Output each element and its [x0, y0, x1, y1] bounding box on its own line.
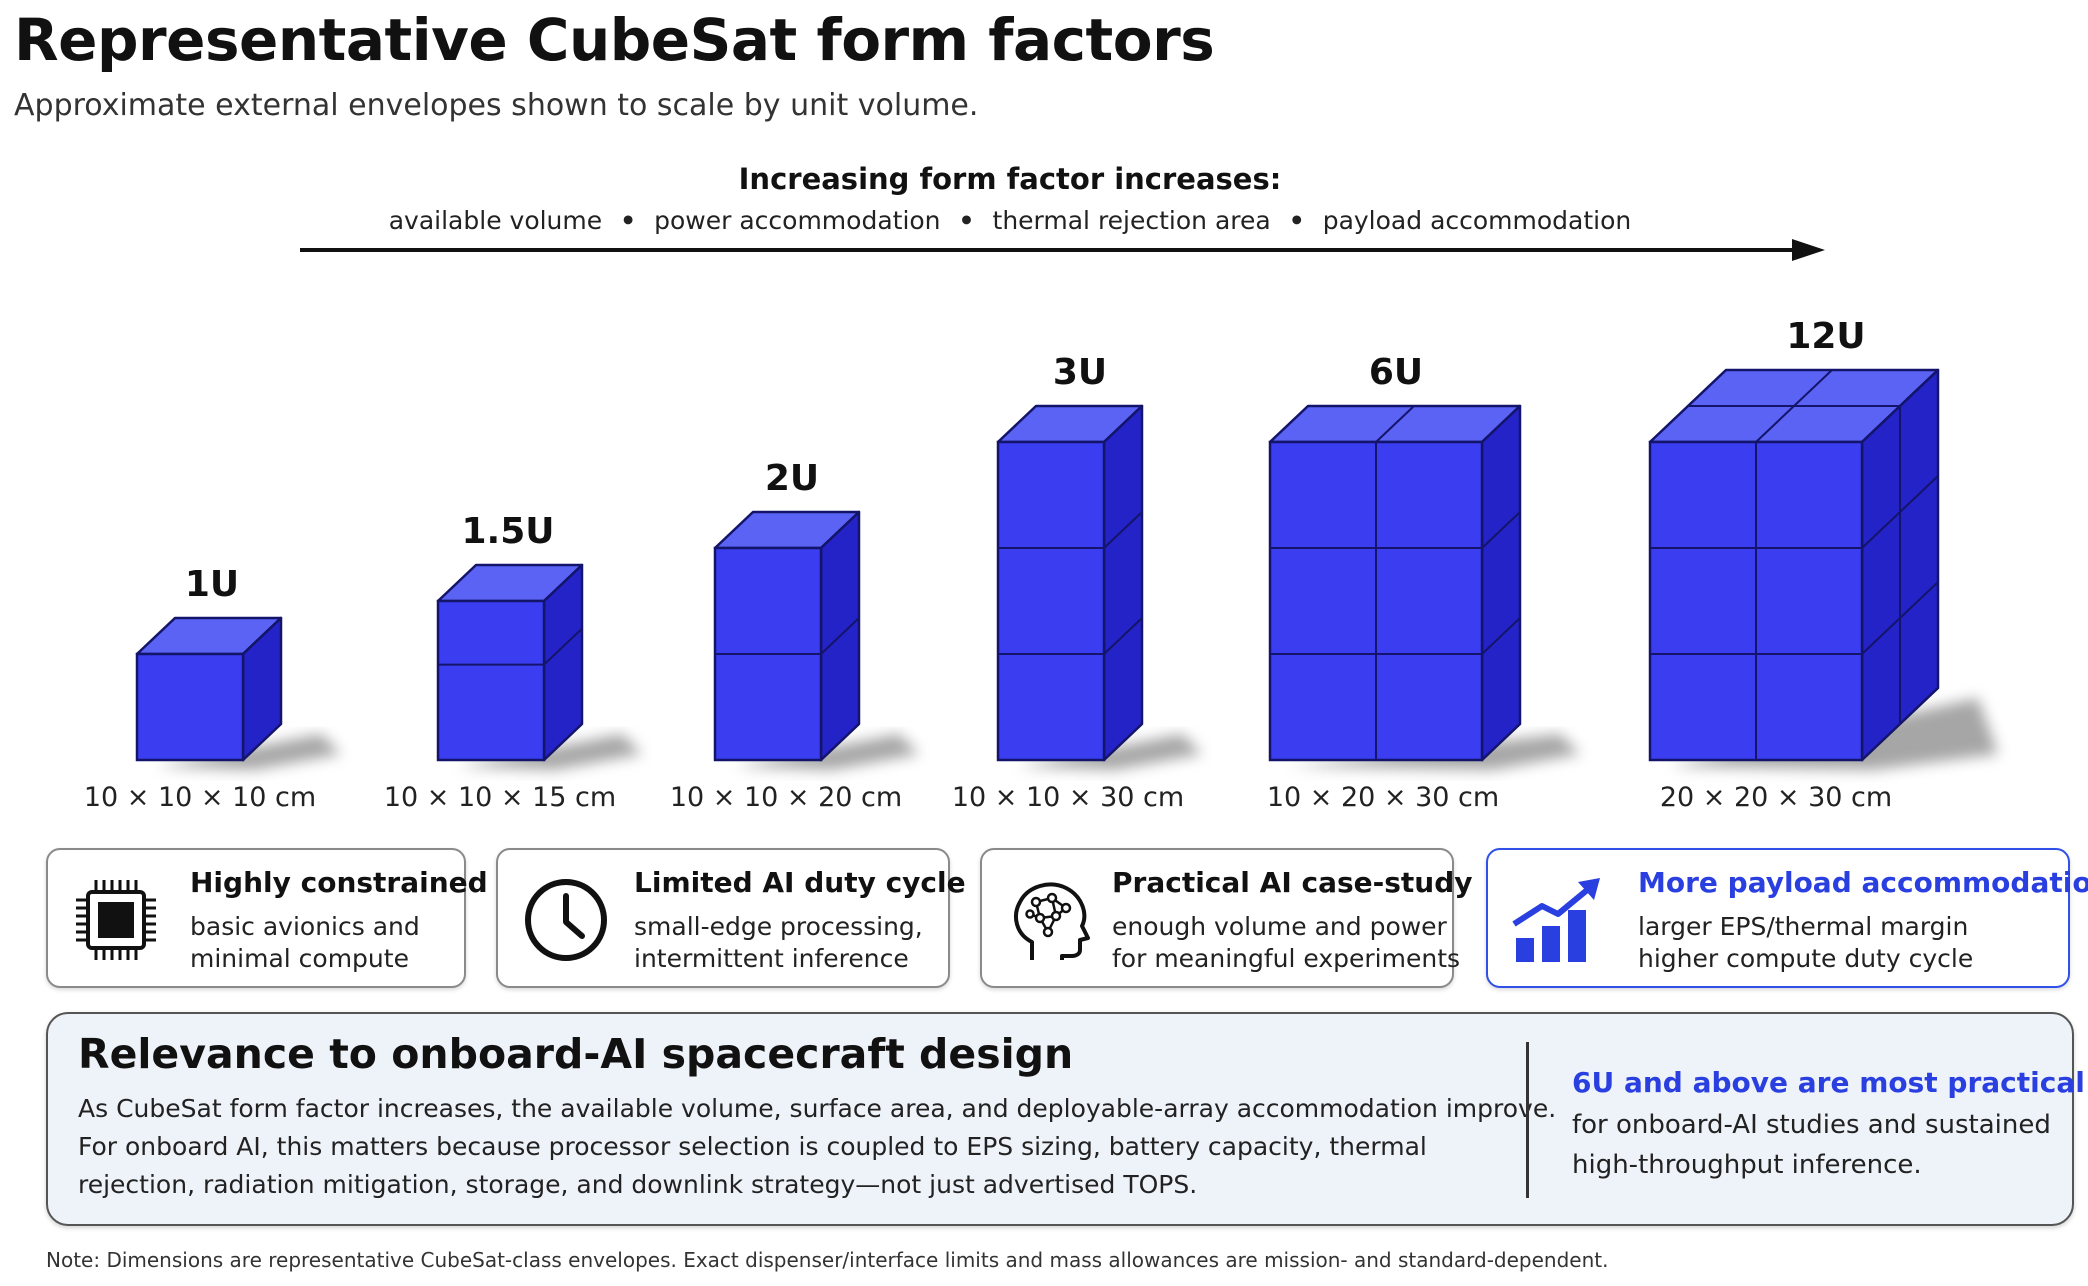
form-factor-label: 2U [765, 458, 819, 499]
cube-3u [996, 404, 1202, 770]
dimension-label: 10 × 10 × 15 cm [384, 782, 616, 813]
cube-1-5u [436, 563, 642, 770]
trend-item: power accommodation [654, 206, 941, 235]
trend-arrow [300, 239, 1825, 261]
page-title: Representative CubeSat form factors [14, 6, 1215, 74]
relevance-panel: Relevance to onboard-AI spacecraft desig… [46, 1012, 2085, 1226]
form-factor-label: 1.5U [461, 511, 554, 552]
relevance-side-line: for onboard-AI studies and sustained [1572, 1110, 2051, 1140]
form-factor-label: 1U [185, 564, 239, 605]
dimension-label: 10 × 10 × 30 cm [952, 782, 1184, 813]
cube-6u [1268, 404, 1580, 770]
card-practical-ai-case-study: Practical AI case-study enough volume an… [980, 848, 1473, 988]
relevance-title: Relevance to onboard-AI spacecraft desig… [78, 1030, 1074, 1078]
form-factor-label: 12U [1786, 316, 1865, 357]
card-highly-constrained: Highly constrained basic avionics and mi… [46, 848, 488, 988]
chip-icon [76, 880, 156, 960]
growth-chart-icon [1512, 878, 1600, 962]
trend-item: payload accommodation [1322, 206, 1632, 235]
card-line: higher compute duty cycle [1638, 944, 1974, 973]
card-line: small-edge processing, [634, 912, 923, 941]
trend-items: available volume • power accommodation • the… [388, 206, 1632, 235]
ai-brain-icon [1014, 882, 1090, 960]
dimension-label: 10 × 20 × 30 cm [1267, 782, 1499, 813]
form-factor-label: 3U [1053, 352, 1107, 393]
footnote: Note: Dimensions are representative Cube… [46, 1248, 1609, 1272]
card-line: for meaningful experiments [1112, 944, 1461, 973]
form-factor-label: 6U [1369, 352, 1423, 393]
cubesat-diagram: 1U 10 × 10 × 10 cm 1.5U 10 × 10 × 15 cm 2U 10… [84, 239, 1998, 813]
card-limited-ai-duty-cycle: Limited AI duty cycle small-edge process… [496, 848, 966, 988]
relevance-line: rejection, radiation mitigation, storage… [78, 1170, 1198, 1199]
relevance-line: For onboard AI, this matters because pro… [78, 1132, 1427, 1161]
card-line: minimal compute [190, 944, 409, 973]
card-title: More payload accommodation [1638, 866, 2088, 899]
relevance-divider [1526, 1042, 1529, 1198]
card-title: Limited AI duty cycle [634, 866, 966, 899]
relevance-side-title: 6U and above are most practical [1572, 1066, 2085, 1099]
relevance-side-line: high-throughput inference. [1572, 1150, 1922, 1180]
card-title: Practical AI case-study [1112, 866, 1473, 899]
card-title: Highly constrained [190, 866, 488, 899]
clock-icon [525, 879, 607, 961]
trend-heading: Increasing form factor increases: [738, 162, 1282, 196]
cube-2u [713, 510, 919, 770]
card-line: larger EPS/thermal margin [1638, 912, 1969, 941]
cube-12u [1648, 368, 1998, 770]
card-line: basic avionics and [190, 912, 420, 941]
dimension-label: 10 × 10 × 20 cm [670, 782, 902, 813]
dimension-label: 10 × 10 × 10 cm [84, 782, 316, 813]
card-line: intermittent inference [634, 944, 909, 973]
page-subtitle: Approximate external envelopes shown to … [14, 88, 979, 123]
card-more-payload-accommodation: More payload accommodation larger EPS/th… [1486, 848, 2088, 988]
dimension-label: 20 × 20 × 30 cm [1660, 782, 1892, 813]
trend-item: available volume [388, 206, 603, 235]
relevance-line: As CubeSat form factor increases, the av… [78, 1094, 1557, 1123]
cube-1u [135, 616, 341, 770]
card-line: enough volume and power [1112, 912, 1447, 941]
trend-item: thermal rejection area [992, 206, 1271, 235]
